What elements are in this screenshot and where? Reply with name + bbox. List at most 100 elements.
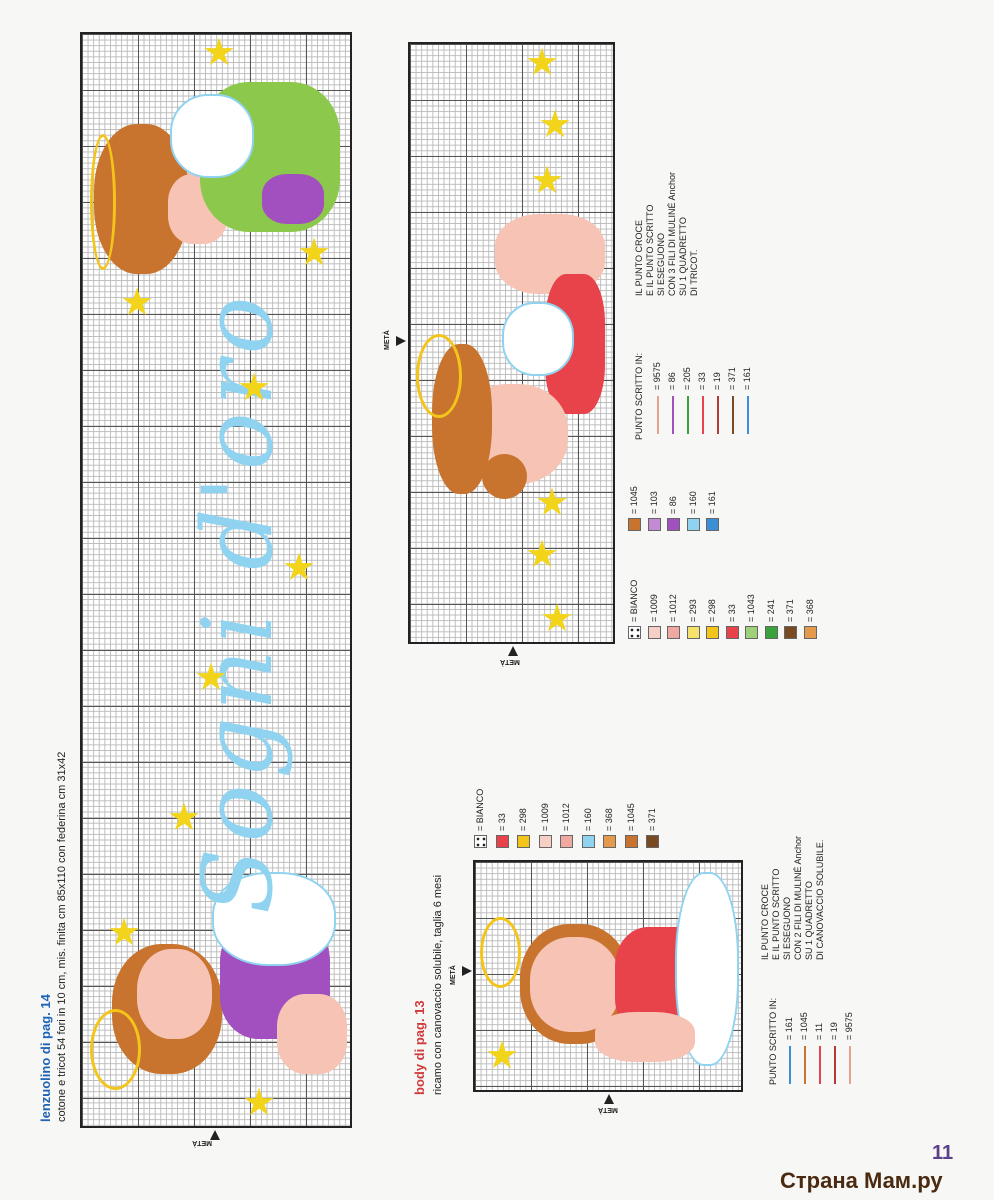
top-legend-code-label: = 161 [707, 491, 717, 514]
top-punto-line-371 [732, 396, 734, 434]
body-note-line: DI CANOVACCIO SOLUBILE. [815, 839, 825, 960]
body-title: body di pag. 13 [412, 1000, 427, 1095]
top-meta-label-upper: METÀ [384, 330, 391, 350]
top-legend-code-label: = 33 [726, 604, 737, 622]
star-icon: ★ [485, 1035, 520, 1077]
body-legend-swatch-371 [646, 835, 659, 848]
page-number: 11 [932, 1142, 954, 1164]
top-legend-code-label: = 1045 [629, 486, 639, 514]
body-chart: ★ [473, 860, 743, 1092]
top-note-line: SU 1 QUADRETTO [678, 217, 688, 296]
top-meta-arrow-upper [396, 336, 406, 346]
top-legend-swatch-1012 [667, 626, 680, 639]
top-note-line: E IL PUNTO SCRITTO [645, 204, 655, 296]
lenzuolino-subtitle: cotone e tricot 54 fori in 10 cm, mis. f… [56, 751, 68, 1122]
body-legend-swatch-298 [517, 835, 530, 848]
angel-green-purple-shoe [262, 174, 324, 224]
angel-red-halo [416, 334, 462, 418]
top-legend-swatch-161 [706, 518, 719, 531]
body-legend-swatch-1009 [538, 835, 552, 848]
star-icon: ★ [107, 912, 142, 954]
angel-red-bun [482, 454, 527, 499]
angel-purple-halo [90, 1009, 141, 1090]
angel-purple-legs [277, 994, 347, 1074]
top-legend-code-label: = 160 [687, 491, 698, 514]
star-icon: ★ [237, 367, 272, 409]
top-legend-swatch-1043 [745, 626, 758, 639]
body-legend-swatch-160 [581, 835, 595, 848]
top-punto-line-label: = 19 [712, 372, 722, 390]
watermark: Страна Мам.ру [780, 1168, 943, 1193]
top-punto-line-label: = 161 [742, 367, 752, 390]
top-legend-swatch-33 [725, 626, 739, 639]
top-legend-swatch-103 [647, 518, 661, 531]
body-subtitle: ricamo con canovaccio solubile, taglia 6… [432, 874, 444, 1095]
top-note-line: DI TRICOT. [689, 249, 699, 296]
body-note-line: IL PUNTO CROCE [760, 883, 770, 960]
body-meta-label-upper: METÀ [450, 965, 457, 985]
body-legend-code-label: = 298 [518, 808, 528, 831]
top-meta-arrow-lower [508, 646, 518, 656]
body-punto-line-label: = 19 [829, 1022, 839, 1040]
lenzuolino-chart: Sogni d'oro ★ ★ ★ ★ ★ ★ ★ ★ ★ [80, 32, 352, 1128]
body-legend-code-label: = 160 [582, 808, 593, 831]
top-legend-swatch-371 [784, 626, 797, 639]
body-legend-swatch-368 [603, 835, 616, 848]
top-punto-line-label: = 205 [682, 367, 692, 390]
body-punto-line-1045 [804, 1046, 806, 1084]
top-legend-code-label: = 368 [804, 599, 815, 622]
star-icon: ★ [530, 160, 565, 202]
top-punto-line-label: = 33 [697, 372, 707, 390]
top-note-line: SI ESEGUONO [656, 232, 666, 296]
star-icon: ★ [525, 42, 560, 84]
meta-arrow [210, 1130, 220, 1140]
top-legend-code-label: = BIANCO [629, 579, 639, 622]
body-legend-code-label: = 33 [496, 813, 507, 831]
top-legend-swatch-298 [706, 626, 719, 639]
top-punto-line-19 [717, 396, 719, 434]
top-chart: ★ ★ ★ ★ ★ ★ [408, 42, 615, 644]
body-legend-code-label: = 371 [647, 808, 657, 831]
body-punto-title: PUNTO SCRITTO IN: [768, 997, 778, 1085]
lenzuolino-title: lenzuolino di pag. 14 [38, 994, 53, 1122]
body-meta-arrow-lower [604, 1094, 614, 1104]
star-icon: ★ [538, 104, 573, 146]
top-legend-swatch-1009 [647, 626, 661, 639]
top-punto-line-205 [687, 396, 689, 434]
star-icon: ★ [525, 534, 560, 576]
top-legend-code-label: = 293 [687, 599, 698, 622]
top-legend-code-label: = 371 [785, 599, 795, 622]
top-legend-code-label: = 103 [648, 491, 659, 514]
star-icon: ★ [540, 598, 575, 640]
angel-green-halo [90, 134, 116, 270]
top-legend-swatch-293 [686, 626, 700, 639]
top-legend-swatch-86 [667, 518, 680, 531]
body-angel-face [530, 937, 620, 1032]
top-punto-line-86 [672, 396, 674, 434]
star-icon: ★ [167, 797, 202, 839]
star-icon: ★ [242, 1082, 277, 1124]
body-punto-line-9575 [849, 1046, 851, 1084]
body-punto-line-label: = 1045 [799, 1012, 809, 1040]
top-legend-code-label: = 1009 [648, 594, 659, 622]
top-note-line: CON 3 FILI DI MULINÉ Anchor [667, 171, 677, 296]
angel-purple-wing [212, 872, 336, 966]
body-punto-line-161 [789, 1046, 791, 1084]
top-legend-code-label: = 86 [668, 496, 678, 514]
top-legend-code-label: = 298 [707, 599, 717, 622]
star-icon: ★ [202, 32, 237, 74]
top-legend-swatch-1045 [628, 518, 641, 531]
body-punto-line-label: = 9575 [844, 1012, 854, 1040]
body-legend-code-label: = 1045 [625, 803, 636, 831]
body-legend-code-label: = 368 [604, 808, 614, 831]
meta-label: METÀ [192, 1139, 212, 1146]
body-legend-code-label: = 1012 [561, 803, 571, 831]
body-meta-label-lower: METÀ [598, 1106, 618, 1113]
top-punto-line-161 [747, 396, 749, 434]
top-legend-code-label: = 1043 [746, 594, 756, 622]
star-icon: ★ [297, 232, 332, 274]
top-legend-swatch-241 [764, 626, 778, 639]
top-punto-line-label: = 9575 [652, 362, 662, 390]
body-angel-legs [595, 1012, 695, 1062]
body-legend-swatch-33 [495, 835, 509, 848]
